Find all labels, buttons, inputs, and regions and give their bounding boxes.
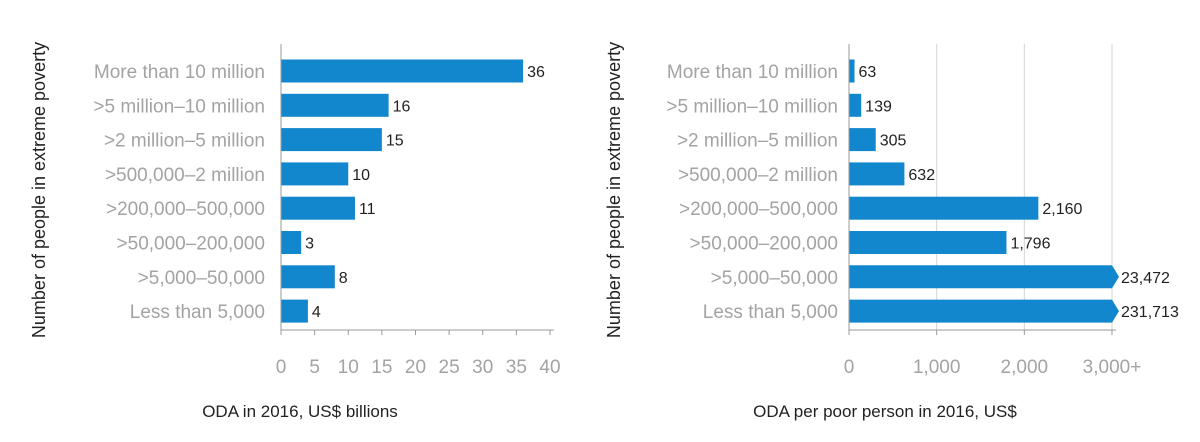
category-label: >2 million–5 million xyxy=(104,131,265,152)
data-label: 11 xyxy=(359,201,376,218)
tick-label: 20 xyxy=(405,357,426,378)
category-label: >200,000–500,000 xyxy=(679,199,838,220)
chart-oda-total: Number of people in extreme poverty ODA … xyxy=(29,42,561,421)
category-label: Less than 5,000 xyxy=(703,302,838,323)
tick-label: 15 xyxy=(371,357,392,378)
data-label: 10 xyxy=(352,167,370,184)
category-label: >500,000–2 million xyxy=(105,165,265,186)
bar xyxy=(849,196,1039,220)
bar xyxy=(281,265,335,289)
bar xyxy=(281,299,308,323)
data-label: 16 xyxy=(393,98,411,115)
tick-label: 40 xyxy=(539,357,560,378)
category-label: >5 million–10 million xyxy=(666,96,838,117)
chart-oda-per-person: Number of people in extreme poverty ODA … xyxy=(604,42,1179,421)
data-label: 632 xyxy=(908,167,935,184)
tick-label: 10 xyxy=(338,357,359,378)
tick-label: 0 xyxy=(276,357,287,378)
tick-label: 30 xyxy=(472,357,493,378)
data-label: 8 xyxy=(339,270,348,287)
bar xyxy=(849,162,905,186)
bar xyxy=(849,128,876,152)
data-label: 15 xyxy=(386,133,404,150)
bar xyxy=(281,196,355,220)
category-label: Less than 5,000 xyxy=(130,302,265,323)
tick-label: 35 xyxy=(506,357,527,378)
tick-label: 5 xyxy=(309,357,320,378)
data-label: 139 xyxy=(865,98,892,115)
data-label: 2,160 xyxy=(1042,201,1082,218)
bar xyxy=(849,265,1119,289)
category-label: More than 10 million xyxy=(94,62,265,83)
category-label: >5,000–50,000 xyxy=(138,268,265,289)
category-label: >2 million–5 million xyxy=(677,131,838,152)
data-label: 1,796 xyxy=(1010,236,1050,253)
bar xyxy=(849,93,862,117)
bar xyxy=(849,231,1007,254)
category-label: More than 10 million xyxy=(667,62,838,83)
y-axis-title: Number of people in extreme poverty xyxy=(604,42,624,338)
data-label: 36 xyxy=(527,64,545,81)
data-label: 3 xyxy=(305,236,314,253)
data-label: 23,472 xyxy=(1121,270,1170,287)
bar xyxy=(281,93,389,117)
tick-label: 1,000 xyxy=(913,357,961,378)
tick-label: 0 xyxy=(844,357,855,378)
data-label: 231,713 xyxy=(1121,304,1179,321)
category-label: >5 million–10 million xyxy=(93,96,265,117)
bar xyxy=(281,128,382,152)
y-axis-title: Number of people in extreme poverty xyxy=(29,42,49,338)
bar xyxy=(849,299,1119,323)
bar xyxy=(281,59,524,83)
category-label: >50,000–200,000 xyxy=(690,234,838,255)
bar xyxy=(281,231,302,254)
data-label: 305 xyxy=(880,133,907,150)
category-label: >5,000–50,000 xyxy=(711,268,838,289)
bar xyxy=(849,59,855,83)
category-label: >200,000–500,000 xyxy=(106,199,265,220)
category-label: >500,000–2 million xyxy=(678,165,838,186)
tick-label: 25 xyxy=(439,357,460,378)
x-axis-title: ODA per poor person in 2016, US$ xyxy=(753,402,1017,421)
bar xyxy=(281,162,349,186)
category-label: >50,000–200,000 xyxy=(117,234,265,255)
tick-label: 3,000+ xyxy=(1083,357,1142,378)
data-label: 4 xyxy=(312,304,321,321)
data-label: 63 xyxy=(859,64,877,81)
x-axis-title: ODA in 2016, US$ billions xyxy=(202,402,398,421)
tick-label: 2,000 xyxy=(1001,357,1049,378)
